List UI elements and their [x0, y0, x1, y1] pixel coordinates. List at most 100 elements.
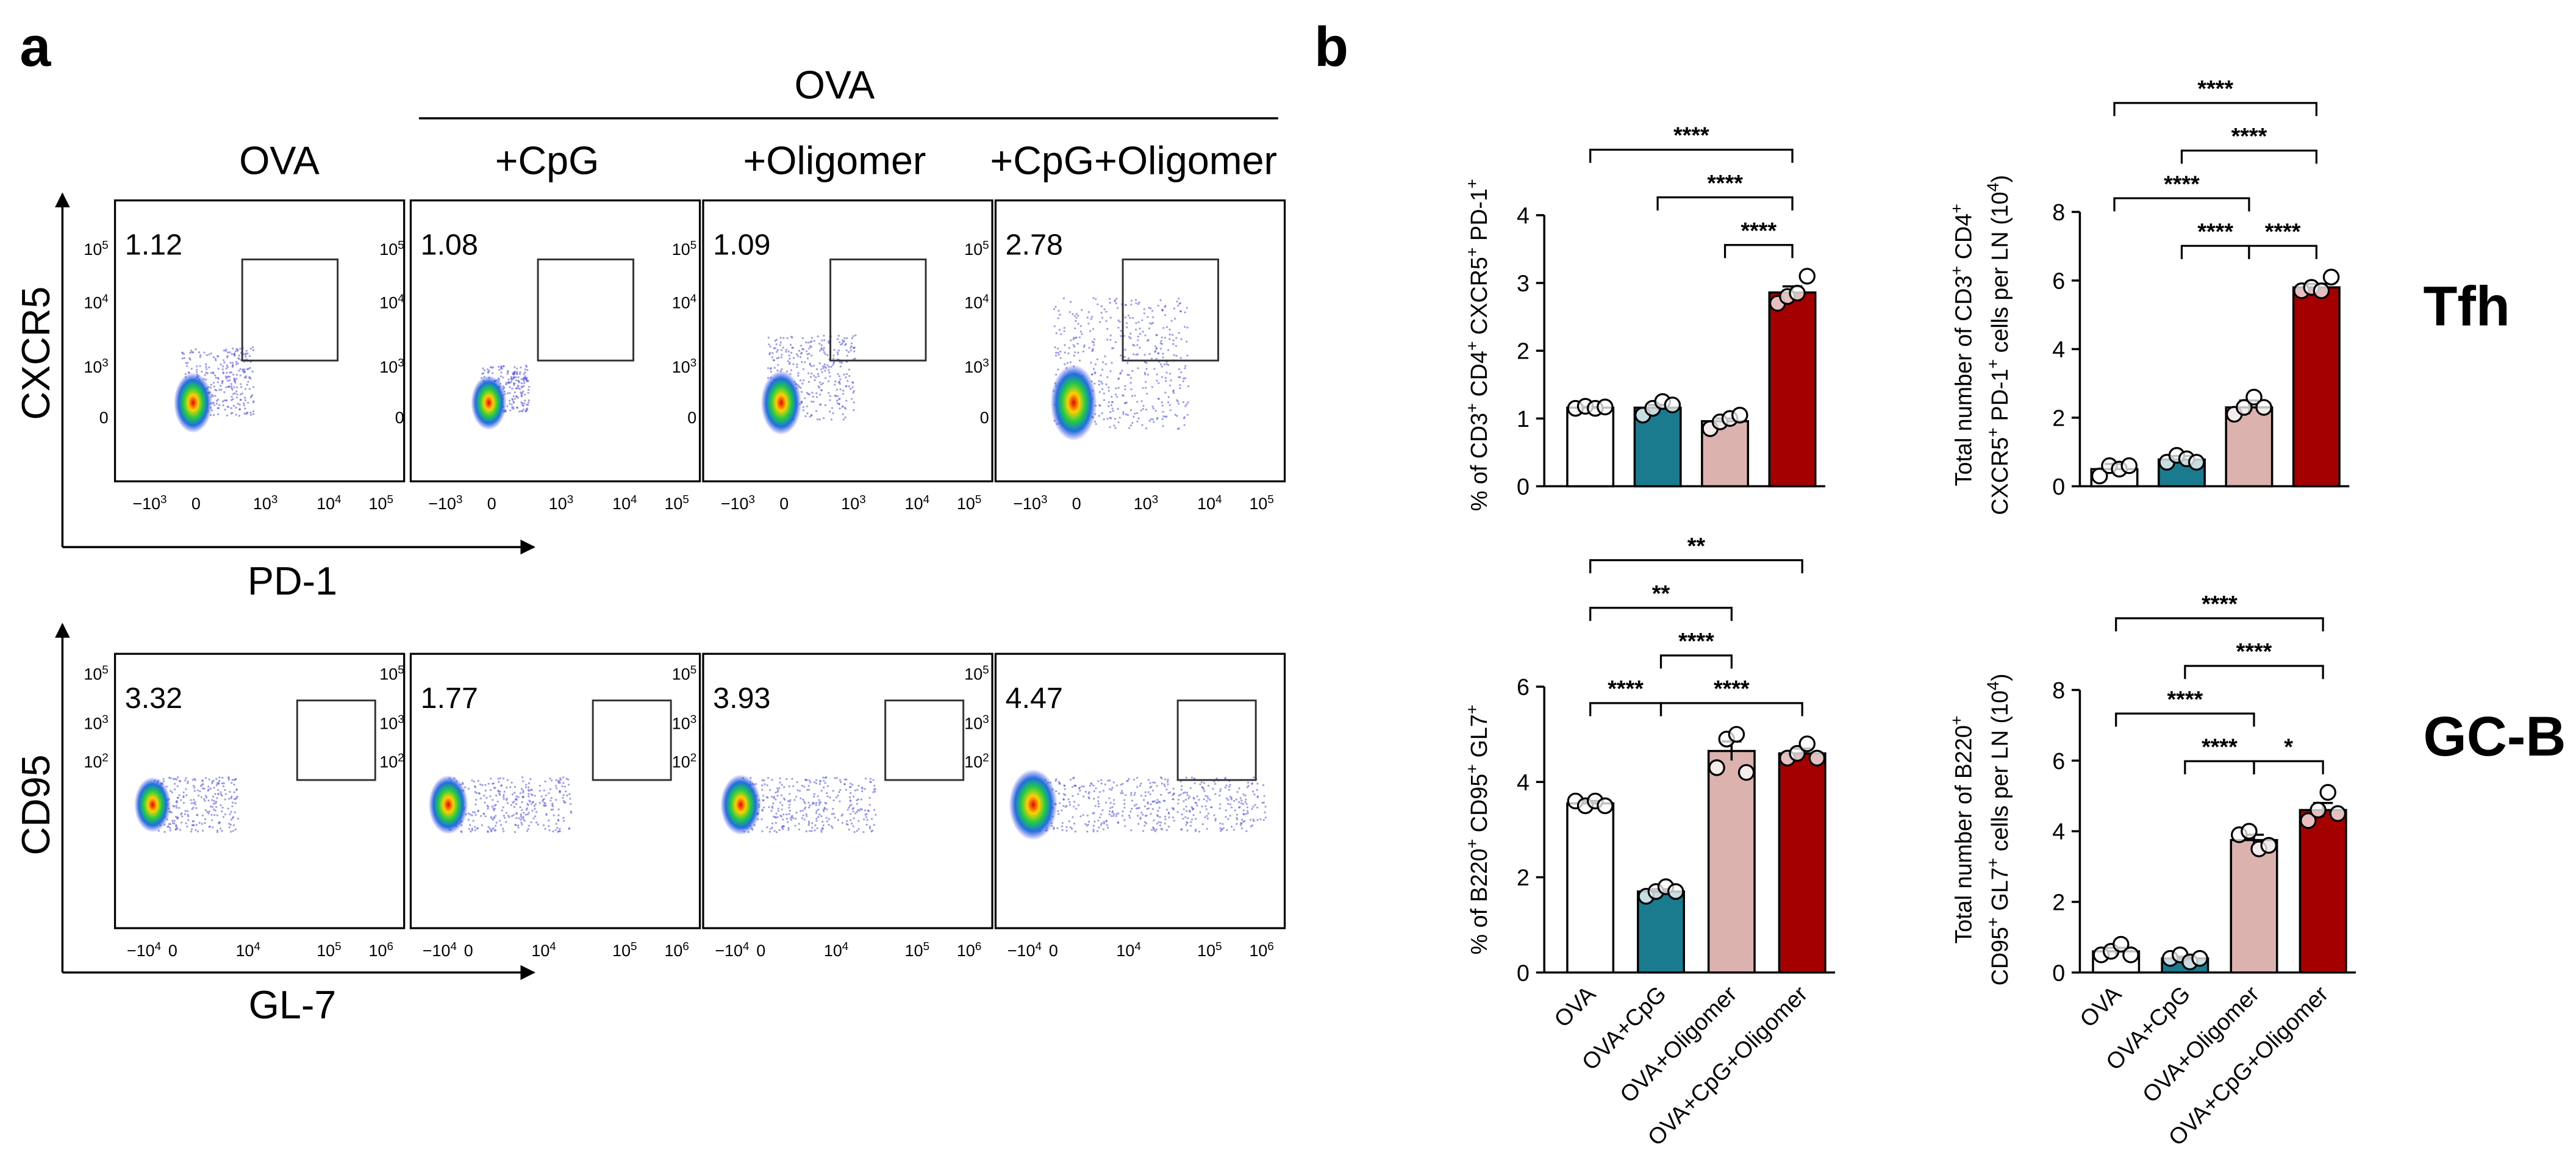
event-dot	[564, 785, 566, 788]
significance-bracket	[2253, 760, 2324, 774]
event-dot	[819, 779, 821, 782]
event-dot	[1151, 807, 1154, 810]
event-dot	[469, 813, 471, 816]
event-dot	[1215, 777, 1218, 780]
event-dot	[513, 806, 515, 808]
event-dot	[192, 824, 195, 826]
event-dot	[171, 820, 174, 822]
event-dot	[187, 782, 189, 784]
event-dot	[240, 386, 243, 388]
event-dot	[1190, 776, 1193, 779]
event-dot	[211, 806, 214, 808]
flow-y-tick: 103	[964, 712, 989, 733]
event-dot	[215, 806, 218, 809]
group-header: OVA	[795, 63, 875, 107]
event-dot	[1262, 818, 1265, 821]
event-dot	[474, 813, 477, 816]
event-dot	[180, 821, 183, 824]
event-dot	[1059, 313, 1061, 316]
event-dot	[1122, 411, 1125, 413]
event-dot	[1148, 327, 1151, 330]
event-dot	[1117, 387, 1120, 389]
event-dot	[1123, 356, 1126, 359]
column-header: +CpG+Oligomer	[990, 138, 1277, 183]
event-dot	[820, 790, 823, 792]
event-dot	[1103, 308, 1106, 310]
event-dot	[199, 790, 201, 793]
flow-x-tick-sup: 4	[1035, 939, 1041, 952]
event-dot	[851, 386, 854, 388]
event-dot	[198, 795, 200, 797]
event-dot	[1073, 776, 1075, 779]
y-axis-label-sup: +	[1463, 764, 1481, 774]
event-dot	[853, 346, 856, 349]
event-dot	[209, 787, 212, 790]
event-dot	[511, 793, 514, 796]
event-dot	[830, 825, 833, 828]
event-dot	[1090, 783, 1093, 785]
flow-x-tick-sup: 4	[254, 939, 260, 952]
significance-bracket	[2184, 665, 2324, 679]
event-dot	[216, 814, 218, 817]
event-dot	[1129, 377, 1132, 379]
event-dot	[815, 376, 817, 379]
event-dot	[235, 374, 238, 376]
event-dot	[1092, 784, 1095, 787]
flow-y-tick: 105	[672, 663, 696, 684]
event-dot	[820, 831, 823, 833]
event-dot	[1114, 427, 1117, 429]
event-dot	[801, 361, 803, 363]
event-dot	[185, 822, 187, 824]
event-dot	[531, 788, 533, 791]
event-dot	[1236, 813, 1239, 816]
event-dot	[251, 370, 254, 373]
y-axis-label-part: GL7	[1466, 714, 1492, 764]
event-dot	[527, 380, 529, 382]
event-dot	[191, 808, 193, 810]
event-dot	[1130, 424, 1132, 427]
flow-x-tick: −104	[715, 939, 749, 960]
event-dot	[1109, 426, 1111, 428]
event-dot	[1087, 322, 1090, 325]
event-dot	[243, 404, 245, 407]
event-dot	[776, 349, 779, 351]
event-dot	[545, 794, 547, 796]
event-dot	[558, 830, 560, 832]
event-dot	[186, 365, 188, 367]
event-dot	[869, 778, 872, 780]
event-dot	[1103, 392, 1105, 395]
event-dot	[503, 790, 506, 793]
event-dot	[534, 815, 537, 818]
event-dot	[509, 409, 512, 412]
event-dot	[1227, 803, 1229, 805]
event-dot	[781, 354, 783, 356]
event-dot	[193, 798, 195, 801]
event-dot	[1104, 363, 1107, 365]
event-dot	[500, 365, 503, 368]
event-dot	[803, 808, 806, 810]
event-dot	[509, 786, 512, 788]
event-dot	[835, 796, 838, 799]
event-dot	[1146, 807, 1148, 810]
event-dot	[244, 399, 247, 401]
event-dot	[830, 418, 832, 421]
event-dot	[1090, 318, 1092, 320]
event-dot	[862, 831, 865, 834]
event-dot	[523, 820, 526, 822]
event-dot	[1072, 313, 1074, 315]
event-dot	[182, 791, 185, 794]
event-dot	[201, 823, 203, 825]
event-dot	[247, 381, 249, 383]
event-dot	[211, 782, 213, 784]
flow-y-tick-part: 10	[672, 358, 690, 376]
flow-y-tick-part: 10	[379, 358, 398, 376]
event-dot	[851, 381, 854, 384]
bar	[1778, 752, 1826, 974]
event-dot	[1177, 803, 1179, 805]
event-dot	[866, 818, 868, 821]
event-dot	[512, 407, 515, 410]
event-dot	[771, 826, 773, 829]
event-dot	[1167, 363, 1170, 366]
event-dot	[774, 340, 776, 342]
event-dot	[515, 795, 518, 798]
